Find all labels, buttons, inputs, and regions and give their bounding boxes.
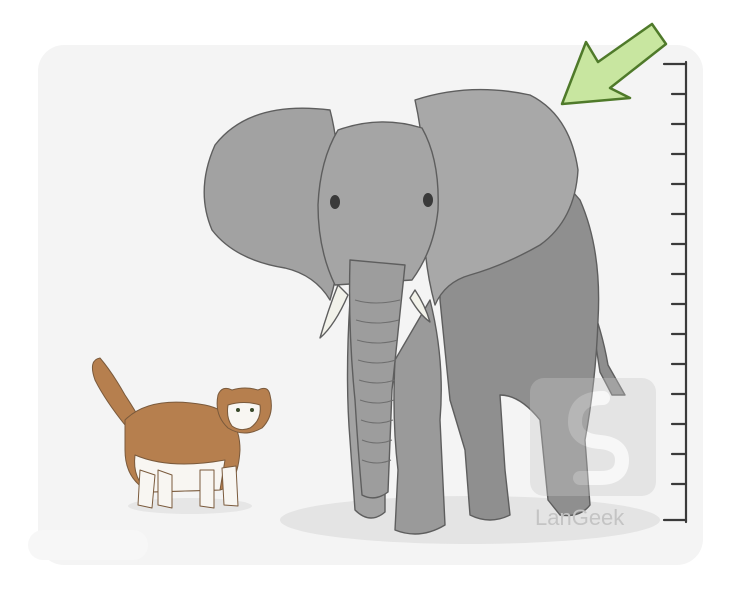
elephant-trunk xyxy=(348,259,406,499)
watermark-text: LanGeek xyxy=(535,505,625,530)
background-card-shadow-left xyxy=(28,530,148,560)
langeek-logo-icon xyxy=(530,378,656,496)
cat-leg-back2 xyxy=(157,469,173,509)
cat-leg-front xyxy=(199,469,215,509)
cat xyxy=(91,357,272,509)
elephant-leg-right xyxy=(393,299,446,535)
elephant-eye-left xyxy=(330,195,340,209)
elephant-eye-right xyxy=(423,193,433,207)
arrow-down-left-icon xyxy=(560,22,668,106)
cat-leg-front2 xyxy=(221,465,239,507)
elephant-trunk-wrinkles xyxy=(354,299,401,464)
elephant-tusk-right xyxy=(409,289,431,323)
elephant-tusk-left xyxy=(319,284,349,339)
height-ruler-icon xyxy=(662,60,688,524)
cat-leg-back xyxy=(137,469,156,509)
cat-tail xyxy=(91,357,141,426)
elephant-head xyxy=(317,121,439,286)
cat-eye-left xyxy=(236,408,240,412)
cat-eye-right xyxy=(250,408,254,412)
elephant xyxy=(203,88,626,535)
